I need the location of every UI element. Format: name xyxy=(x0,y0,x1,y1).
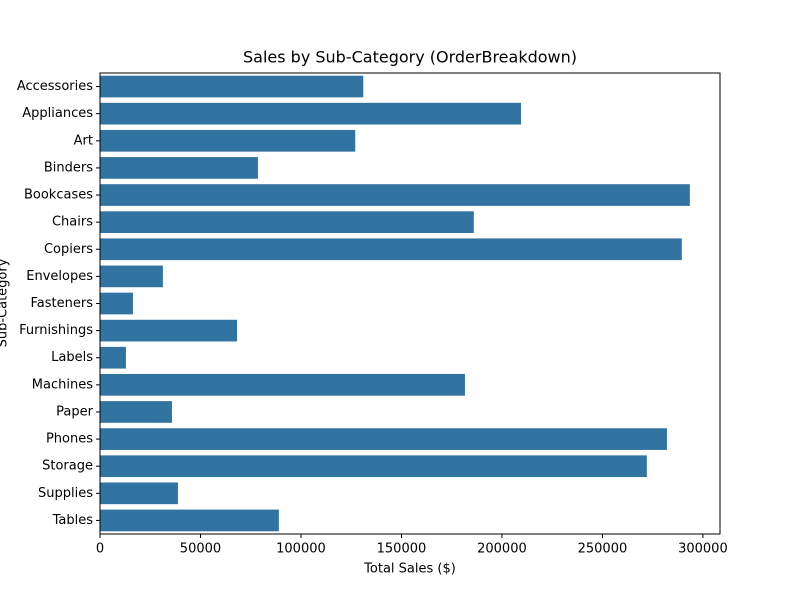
bar xyxy=(100,482,178,505)
bar xyxy=(100,455,647,478)
y-tick-label: Copiers xyxy=(44,242,93,257)
y-tick-label: Chairs xyxy=(52,215,93,230)
bar xyxy=(100,374,465,396)
y-tick-label: Supplies xyxy=(38,486,93,501)
y-tick-label: Accessories xyxy=(17,79,93,94)
bar xyxy=(100,102,522,125)
x-tick-label: 300000 xyxy=(678,542,728,557)
bar xyxy=(100,184,690,206)
y-axis-label: Sub-Category xyxy=(0,258,11,347)
y-tick-label: Tables xyxy=(52,513,94,528)
y-tick-label: Machines xyxy=(32,377,93,392)
y-tick-label: Bookcases xyxy=(24,188,93,203)
bar xyxy=(100,129,356,152)
y-tick-label: Labels xyxy=(51,350,93,365)
y-tick-label: Paper xyxy=(56,404,93,419)
y-tick-label: Storage xyxy=(42,459,93,474)
x-tick-label: 50000 xyxy=(180,542,221,557)
bar xyxy=(100,346,126,369)
y-tick-label: Phones xyxy=(46,432,93,447)
bar xyxy=(100,401,172,423)
bar xyxy=(100,509,279,532)
y-tick-label: Fasteners xyxy=(31,296,94,311)
x-axis-label: Total Sales ($) xyxy=(363,562,456,577)
plot-frame xyxy=(99,72,721,535)
y-tick-label: Art xyxy=(74,133,93,148)
bar xyxy=(100,157,258,179)
bar xyxy=(100,238,682,261)
x-tick-label: 100000 xyxy=(276,542,326,557)
bar xyxy=(100,211,474,233)
bar xyxy=(100,292,133,315)
y-tick-label: Appliances xyxy=(22,106,93,121)
bar xyxy=(100,319,238,342)
y-tick-label: Envelopes xyxy=(26,269,93,284)
bar xyxy=(100,265,163,288)
bar xyxy=(100,75,364,98)
x-tick-label: 250000 xyxy=(578,542,628,557)
x-tick-label: 150000 xyxy=(377,542,427,557)
bar xyxy=(100,428,667,450)
y-tick-label: Furnishings xyxy=(19,323,93,338)
x-tick-label: 200000 xyxy=(477,542,527,557)
x-tick-label: 0 xyxy=(96,542,104,557)
chart-title: Sales by Sub-Category (OrderBreakdown) xyxy=(243,48,577,67)
y-tick-label: Binders xyxy=(44,160,93,175)
